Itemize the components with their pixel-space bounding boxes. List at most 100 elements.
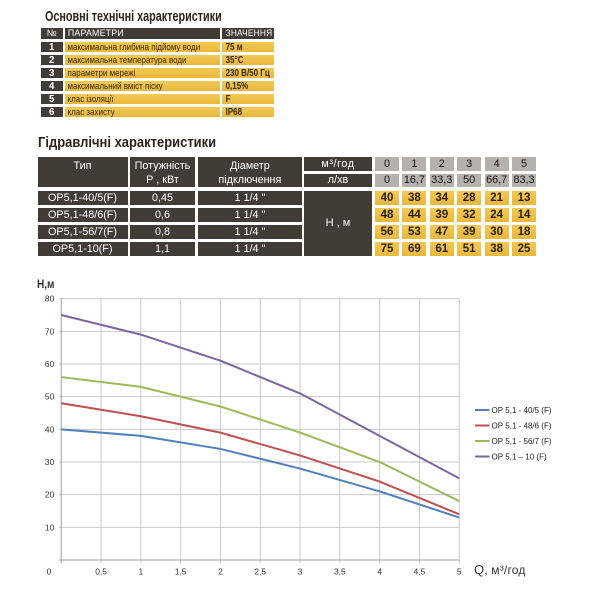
series-line-2	[61, 376, 460, 503]
head-value: 38	[402, 190, 427, 205]
head-value: 25	[512, 241, 536, 256]
legend-label-1: ОР 5,1 - 48/6 (F)	[492, 421, 552, 430]
pump-diameter: 1 1/4 "	[197, 224, 302, 239]
table2-header-type: Тип	[37, 157, 128, 187]
lmin-value: 16,7	[402, 173, 427, 188]
row-value-label: 75 м	[225, 41, 243, 53]
head-value: 21	[484, 190, 509, 205]
y-tick-label: 20	[45, 490, 55, 500]
head-value: 56	[375, 224, 399, 239]
x-axis-title-symbol: Q,	[474, 562, 488, 577]
row-num: 5	[41, 93, 63, 105]
table2-header-power-line2: Р , кВт	[146, 174, 179, 186]
table1-header-param-label: ПАРАМЕТРИ	[67, 28, 124, 38]
row-value-label: 35°С	[225, 54, 244, 66]
row-value: F	[221, 93, 274, 105]
pump-power: 0,8	[130, 224, 195, 239]
row-num: 2	[41, 54, 63, 66]
m3h-value: 4	[484, 157, 509, 171]
pump-diameter: 1 1/4 "	[197, 207, 302, 222]
lmin-value: 0	[375, 173, 399, 188]
head-value: 44	[402, 207, 427, 222]
pump-power: 0,45	[130, 190, 195, 205]
m3h-value: 1	[402, 157, 427, 171]
head-value: 30	[484, 224, 509, 239]
row-value-label: 230 В/50 Гц	[225, 67, 270, 79]
table2-header-power-line1: Потужність	[134, 160, 191, 172]
row-param-label: максимальна температура води	[67, 54, 187, 66]
section2-title: Гідравлічні характеристики	[38, 134, 217, 151]
row-param-label: клас ізоляції	[67, 93, 114, 105]
y-axis-title: Н,м	[37, 277, 55, 291]
legend-label-0: ОР 5,1 - 40/5 (F)	[492, 406, 552, 415]
table2-header-type-label: Тип	[73, 160, 92, 172]
head-value: 18	[512, 224, 536, 239]
y-tick-label: 70	[45, 326, 55, 336]
row-value: 0,15%	[221, 80, 274, 92]
row-param-label: максимальна глибина підйому води	[67, 41, 201, 53]
row-param-label: параметри мережі	[67, 67, 136, 79]
x-tick-label: 3	[298, 567, 303, 577]
pump-power: 0,6	[130, 207, 195, 222]
table1-header-value-label: ЗНАЧЕННЯ	[225, 28, 273, 38]
y-tick-label: 80	[45, 294, 55, 304]
table2-header-diam-line1: Діаметр	[230, 160, 270, 172]
x-tick-label: 1,5	[175, 567, 187, 577]
head-value: 75	[375, 241, 399, 256]
row-param: максимальна глибина підйому води	[65, 41, 220, 53]
row-param: параметри мережі	[65, 67, 220, 79]
head-value: 40	[375, 190, 399, 205]
pump-power: 1,1	[130, 241, 195, 256]
row-param: максимальний вміст піску	[65, 80, 220, 92]
pump-diameter: 1 1/4 "	[197, 190, 302, 205]
table2-header-power: Потужність Р , кВт	[130, 157, 195, 187]
x-axis-title-unit: м³/год	[488, 563, 526, 577]
head-value: 24	[484, 207, 509, 222]
legend-label-3: ОР 5,1 – 10 (F)	[492, 452, 547, 461]
row-num: 4	[41, 80, 63, 92]
legend-label-2: ОР 5,1 - 56/7 (F)	[492, 437, 552, 446]
head-value: 32	[457, 207, 482, 222]
row-value: IP68	[221, 106, 274, 118]
table2-header-diameter: Діаметр підключення	[197, 157, 302, 187]
row-value: 35°С	[221, 54, 274, 66]
row-value: 75 м	[221, 41, 274, 53]
row-num: 1	[41, 41, 63, 53]
y-tick-label: 10	[45, 522, 55, 532]
lmin-value: 83,3	[512, 173, 536, 188]
head-value: 48	[375, 207, 399, 222]
head-value: 13	[512, 190, 536, 205]
head-value: 69	[402, 241, 427, 256]
table2-header-m3h: м³/год	[304, 157, 372, 171]
lmin-value: 50	[457, 173, 482, 188]
head-value: 61	[429, 241, 454, 256]
x-tick-label: 1	[139, 567, 144, 577]
m3h-value: 2	[429, 157, 454, 171]
row-param: клас захисту	[65, 106, 220, 118]
head-value: 39	[429, 207, 454, 222]
x-tick-label: 4	[377, 567, 382, 577]
head-value: 14	[512, 207, 536, 222]
x-tick-label: 4,5	[414, 567, 426, 577]
section1-title: Основні технічні характеристики	[45, 8, 222, 25]
row-param: максимальна температура води	[65, 54, 220, 66]
hydraulic-characteristics-table: Тип Потужність Р , кВт Діаметр підключення…	[37, 157, 537, 256]
y-tick-label: 30	[45, 457, 55, 467]
series-line-0	[61, 428, 460, 519]
y-tick-label: 50	[45, 392, 55, 402]
table1-header-num: №	[41, 28, 63, 39]
row-value-label: F	[225, 93, 231, 105]
row-param-label: клас захисту	[67, 106, 115, 118]
pump-type: ОР5,1-40/5(F)	[37, 190, 128, 205]
series-line-1	[61, 402, 460, 516]
table2-header-diam-line2: підключення	[218, 174, 282, 186]
row-param-label: максимальний вміст піску	[67, 80, 163, 92]
pump-type: ОР5,1-56/7(F)	[37, 224, 128, 239]
y-tick-label: 40	[45, 424, 55, 434]
row-value: 230 В/50 Гц	[221, 67, 274, 79]
row-num: 6	[41, 106, 63, 118]
x-tick-label: 3,5	[334, 567, 346, 577]
x-tick-label: 5	[457, 567, 462, 577]
